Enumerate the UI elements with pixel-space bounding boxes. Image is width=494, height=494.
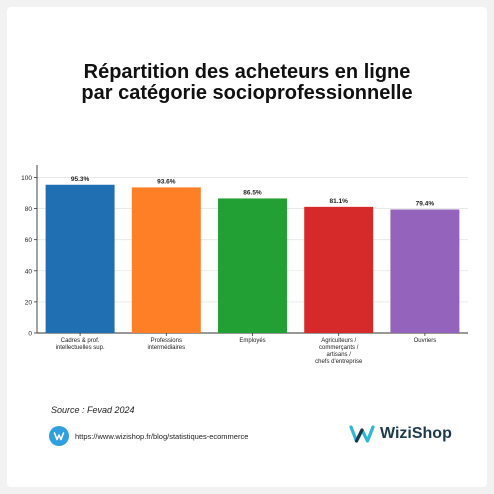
bar-chart: 0 20 40 60 80 100 95.3% Cadres & prof.intellect… <box>21 165 468 365</box>
x-tick-label: Professions <box>151 338 182 344</box>
y-tick-label: 40 <box>25 268 33 275</box>
bar <box>131 187 201 333</box>
x-tick-label: chefs d'entreprise <box>315 359 363 365</box>
bar <box>218 198 287 333</box>
y-tick-label: 100 <box>21 175 32 182</box>
chart-title-line-2: par catégorie socioprofessionnelle <box>81 82 413 104</box>
chart-title-line-1: Répartition des acheteurs en ligne <box>83 61 411 83</box>
bar <box>304 206 374 333</box>
data-label: 81.1% <box>329 198 348 205</box>
x-tick-label: commerçants / <box>319 345 359 351</box>
y-tick-label: 60 <box>25 237 33 244</box>
wizishop-logo-icon <box>349 425 375 443</box>
y-tick-label: 20 <box>25 299 33 306</box>
data-label: 86.5% <box>243 189 262 196</box>
x-tick-label: Agriculteurs / <box>321 338 356 344</box>
x-tick-label: Cadres & prof. <box>61 338 100 344</box>
brand-name: WiziShop <box>380 425 452 442</box>
brand-logo: WiziShop <box>349 423 452 445</box>
data-label: 95.3% <box>71 176 90 183</box>
x-tick-label: Ouvriers <box>414 338 437 344</box>
article-link[interactable]: https://www.wizishop.fr/blog/statistique… <box>49 426 248 446</box>
x-tick-label: artisans / <box>327 352 352 358</box>
data-label: 79.4% <box>416 200 435 207</box>
x-tick-label: Employés <box>239 338 265 344</box>
source-note: Source : Fevad 2024 <box>51 405 135 415</box>
x-tick-label: intermédiaires <box>147 345 185 351</box>
bar <box>390 209 460 333</box>
y-tick-label: 80 <box>25 206 33 213</box>
x-tick-label: intellectuelles sup. <box>56 345 105 351</box>
chart-title: Répartition des acheteurs en ligne par c… <box>0 62 494 104</box>
bar <box>45 184 115 333</box>
link-icon <box>49 426 69 446</box>
data-label: 93.6% <box>157 178 176 185</box>
article-url[interactable]: https://www.wizishop.fr/blog/statistique… <box>75 431 249 441</box>
y-tick-label: 0 <box>28 331 32 338</box>
